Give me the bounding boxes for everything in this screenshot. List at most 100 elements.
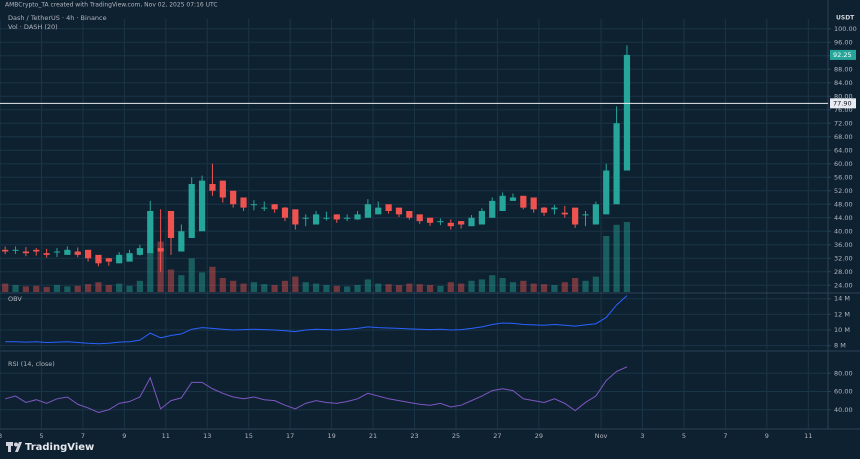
candle-body <box>147 211 154 254</box>
candle-body <box>271 204 278 210</box>
candle-body <box>209 184 216 191</box>
y-tick-label: 60.00 <box>834 388 853 396</box>
candle-body <box>167 211 175 238</box>
volume-bar <box>2 283 9 292</box>
plot: 3 5 7 9 11 13 15 17 19 21 23 25 27 29 Nov 3 5 7 9 11 100.00 9… <box>0 25 857 440</box>
volume-bar <box>426 285 434 292</box>
price-line-tag <box>830 98 856 109</box>
x-tick-label: 9 <box>122 432 126 440</box>
candle-body <box>323 217 330 219</box>
currency: USDT <box>836 15 855 22</box>
volume-bar <box>22 286 30 292</box>
x-tick-label: 11 <box>804 432 812 440</box>
indicator-line <box>5 295 628 345</box>
candle-body <box>623 54 631 171</box>
x-tick-label: 15 <box>245 432 253 440</box>
volume-bar <box>344 286 351 292</box>
candle-body <box>2 249 9 252</box>
y-tick-label: 100.00 <box>834 25 857 33</box>
x-tick-label: 27 <box>493 432 501 440</box>
volume-bar <box>105 285 112 292</box>
volume-bar <box>489 275 496 292</box>
logo-shape <box>14 442 18 447</box>
candle-body <box>240 197 247 208</box>
y-tick-label: 8 M <box>834 342 846 350</box>
grid <box>0 19 828 429</box>
y-tick-label: 84.00 <box>834 79 853 87</box>
x-tick-label: 25 <box>452 432 460 440</box>
x-tick-label: 3 <box>0 432 2 440</box>
y-tick-label: 36.00 <box>834 241 853 249</box>
candle-body <box>468 217 475 227</box>
logo-shape <box>15 442 22 452</box>
candle-body <box>499 195 506 211</box>
candle-body <box>385 204 392 211</box>
volume-bar <box>437 285 444 292</box>
candle-body <box>261 207 268 209</box>
volume-bar <box>603 236 610 292</box>
volume-bar <box>147 250 154 292</box>
candle-body <box>95 254 102 264</box>
candle-body <box>292 209 299 225</box>
volume-bar <box>198 272 206 292</box>
y-tick-label: 24.00 <box>834 281 853 289</box>
candle-body <box>540 207 548 213</box>
volume-bar <box>240 283 247 292</box>
volume-bar <box>592 276 599 292</box>
candle-body <box>250 204 258 206</box>
candle-body <box>43 253 50 255</box>
volume-bar <box>250 282 258 292</box>
candle-body <box>406 211 413 218</box>
candle-body <box>230 190 237 205</box>
symbol-title: Dash / TetherUS · 4h · Binance <box>8 14 107 22</box>
candle-body <box>613 123 620 205</box>
volume-bar <box>209 266 216 292</box>
candle-body <box>302 217 309 219</box>
x-tick-label: 21 <box>369 432 377 440</box>
brand: TradingView <box>25 442 94 453</box>
volume-bar <box>188 258 195 292</box>
candle-body <box>354 214 361 220</box>
volume-bar <box>561 282 568 292</box>
y-tick-label: 10 M <box>834 326 850 334</box>
volume-bar <box>468 280 475 292</box>
candle-body <box>375 207 382 215</box>
candle-body <box>592 204 599 225</box>
volume-bar <box>582 280 589 292</box>
last-price-label: 92.25 <box>833 51 852 59</box>
volume-bar <box>478 279 485 292</box>
volume-bar <box>12 285 19 292</box>
volume-bar <box>84 284 92 292</box>
volume-bar <box>406 283 413 292</box>
candle-body <box>136 248 144 255</box>
y-tick-label: 68.00 <box>834 133 853 141</box>
candle-body <box>157 248 164 252</box>
candle-body <box>188 184 195 238</box>
x-tick-label: 7 <box>723 432 727 440</box>
volume-bar <box>623 222 631 292</box>
x-tick-label: 17 <box>286 432 294 440</box>
candle-body <box>489 200 496 218</box>
candle-body <box>509 197 517 201</box>
candle-body <box>84 249 92 259</box>
y-tick-label: 52.00 <box>834 187 853 195</box>
candle-body <box>458 221 465 225</box>
volume-bar <box>43 286 50 292</box>
candle-body <box>582 214 589 216</box>
price-line-label: 77.90 <box>833 99 852 107</box>
y-tick-label: 40.00 <box>834 227 853 235</box>
y-tick-label: 60.00 <box>834 160 853 168</box>
y-tick-label: 72.00 <box>834 119 853 127</box>
y-tick-label: 80.00 <box>834 92 853 100</box>
volume-bar <box>178 275 185 292</box>
candle-body <box>603 170 610 215</box>
x-tick-label: 11 <box>162 432 170 440</box>
volume-bar <box>613 224 620 292</box>
x-tick-label: 7 <box>81 432 85 440</box>
volume-bar <box>333 285 340 292</box>
indicator-line <box>5 366 628 414</box>
candle-body <box>105 258 112 262</box>
brand-logo <box>6 442 22 452</box>
